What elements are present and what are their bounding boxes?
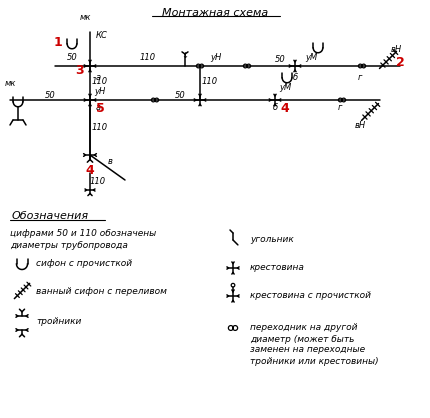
Text: 110: 110: [202, 76, 218, 86]
Text: б: б: [273, 104, 277, 112]
Text: Монтажная схема: Монтажная схема: [162, 8, 268, 18]
Text: Обозначения: Обозначения: [12, 211, 89, 221]
Text: б: б: [292, 72, 298, 82]
Text: г: г: [338, 104, 342, 112]
Text: 110: 110: [92, 76, 108, 86]
Text: 4: 4: [86, 165, 94, 178]
Text: вН: вН: [390, 46, 402, 54]
Text: 5: 5: [95, 102, 104, 115]
Text: уМ: уМ: [279, 84, 291, 92]
Text: 2: 2: [396, 56, 404, 69]
Text: крестовина с прочисткой: крестовина с прочисткой: [250, 291, 371, 301]
Text: угольник: угольник: [250, 235, 294, 245]
Text: 50: 50: [275, 56, 286, 64]
Text: 110: 110: [140, 54, 156, 63]
Text: в: в: [108, 156, 113, 166]
Text: мк: мк: [80, 13, 91, 23]
Text: диаметр (может быть: диаметр (может быть: [250, 334, 354, 344]
Text: 50: 50: [175, 91, 185, 99]
Text: переходник на другой: переходник на другой: [250, 324, 357, 332]
Text: г: г: [358, 72, 362, 82]
Text: 110: 110: [92, 122, 108, 132]
Text: 4: 4: [281, 102, 289, 115]
Text: 110: 110: [90, 176, 106, 186]
Text: диаметры трубопровода: диаметры трубопровода: [10, 240, 128, 250]
Text: уМ: уМ: [305, 53, 317, 61]
Text: 3: 3: [75, 64, 83, 76]
Text: цифрами 50 и 110 обозначены: цифрами 50 и 110 обозначены: [10, 229, 156, 239]
Text: а: а: [96, 104, 101, 112]
Text: уН: уН: [94, 87, 106, 95]
Text: уН: уН: [210, 53, 221, 61]
Text: тройники или крестовины): тройники или крестовины): [250, 357, 379, 365]
Text: вН: вН: [354, 122, 366, 130]
Text: а: а: [96, 72, 101, 82]
Text: мк: мк: [5, 79, 16, 89]
Text: КС: КС: [96, 31, 108, 41]
Text: ↓: ↓: [181, 51, 188, 59]
Text: сифон с прочисткой: сифон с прочисткой: [36, 260, 132, 268]
Text: тройники: тройники: [36, 318, 81, 326]
Text: крестовина: крестовина: [250, 263, 305, 273]
Text: 50: 50: [67, 54, 77, 63]
Text: заменен на переходные: заменен на переходные: [250, 346, 365, 354]
Text: 1: 1: [54, 36, 62, 48]
Text: ванный сифон с переливом: ванный сифон с переливом: [36, 286, 167, 296]
Text: 50: 50: [45, 91, 55, 99]
